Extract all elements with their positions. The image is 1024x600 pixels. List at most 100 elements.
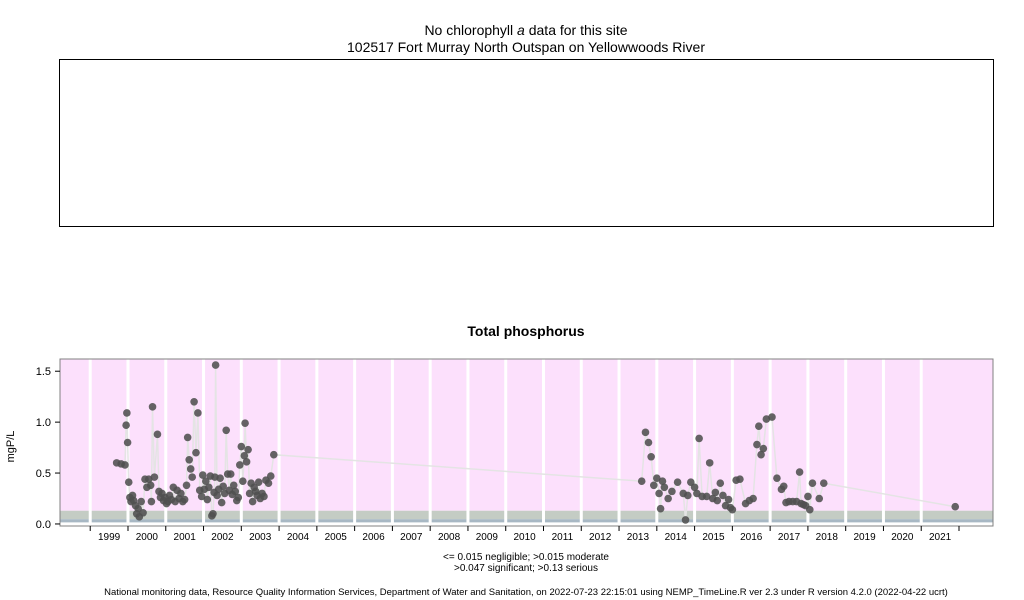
x-tick-label-19: 2018 <box>816 532 839 543</box>
data-point-5 <box>123 438 132 447</box>
band-negligible <box>60 522 993 526</box>
data-point-156 <box>819 479 828 488</box>
data-point-131 <box>736 475 744 483</box>
data-point-6 <box>124 478 133 487</box>
data-point-137 <box>757 450 765 459</box>
data-point-154 <box>808 479 817 488</box>
data-point-124 <box>716 479 725 488</box>
no-data-italic: a <box>517 22 525 38</box>
data-point-53 <box>202 477 210 485</box>
x-tick-label-3: 2002 <box>211 532 234 543</box>
y-tick-label-2: 1.0 <box>36 417 51 429</box>
data-point-135 <box>753 440 761 449</box>
y-tick-label-0: 0.0 <box>36 519 51 531</box>
data-point-22 <box>148 403 157 411</box>
data-point-47 <box>192 448 200 457</box>
data-point-15 <box>137 497 146 506</box>
data-point-102 <box>649 481 658 490</box>
data-point-2 <box>121 461 129 469</box>
data-point-97 <box>269 450 278 459</box>
x-tick-label-4: 2003 <box>249 532 272 543</box>
footer-credit: National monitoring data, Resource Quali… <box>104 587 948 598</box>
data-point-138 <box>759 444 768 453</box>
x-tick-label-21: 2020 <box>891 532 914 543</box>
x-tick-label-0: 1999 <box>98 532 121 543</box>
y-axis-label: mgP/L <box>5 431 17 463</box>
data-point-95 <box>264 479 273 488</box>
data-point-115 <box>690 483 699 492</box>
data-point-64 <box>216 474 224 482</box>
data-point-4 <box>123 409 131 417</box>
x-tick-label-5: 2004 <box>287 532 310 543</box>
data-point-58 <box>209 509 217 518</box>
data-point-119 <box>702 492 711 501</box>
data-point-86 <box>248 497 257 506</box>
phosphorus-chart: 0.0 0.5 1.0 1.5 mgP/L 1999 2000 2001 2002 2003 200… <box>5 358 994 543</box>
x-tick-label-2: 2001 <box>174 532 197 543</box>
data-point-106 <box>658 477 667 485</box>
x-tick-label-11: 2010 <box>513 532 536 543</box>
data-point-20 <box>146 481 155 490</box>
data-point-23 <box>150 473 159 481</box>
x-tick-label-14: 2013 <box>627 532 650 543</box>
data-point-46 <box>190 397 198 406</box>
data-point-134 <box>749 494 757 503</box>
site-title: 102517 Fort Murray North Outspan on Yell… <box>347 39 705 55</box>
data-point-82 <box>242 458 251 466</box>
data-point-101 <box>647 452 655 461</box>
data-point-79 <box>239 477 247 485</box>
data-point-157 <box>951 502 960 511</box>
data-point-3 <box>122 421 130 429</box>
x-tick-label-10: 2009 <box>476 532 499 543</box>
data-point-77 <box>236 461 244 469</box>
data-point-103 <box>653 474 661 482</box>
x-tick-label-16: 2015 <box>702 532 725 543</box>
data-point-80 <box>240 451 249 460</box>
data-point-140 <box>768 413 776 421</box>
data-point-129 <box>728 505 737 514</box>
x-tick-label-6: 2005 <box>325 532 348 543</box>
data-point-21 <box>147 497 156 506</box>
data-point-54 <box>203 495 212 504</box>
data-point-93 <box>260 492 268 501</box>
x-tick-label-18: 2017 <box>778 532 801 543</box>
x-tick-label-8: 2007 <box>400 532 423 543</box>
data-point-136 <box>755 422 763 431</box>
data-point-38 <box>177 489 185 498</box>
x-tick-label-7: 2006 <box>362 532 385 543</box>
x-tick-label-22: 2021 <box>929 532 952 543</box>
data-point-45 <box>188 473 197 481</box>
data-point-68 <box>222 426 231 435</box>
x-tick-label-15: 2014 <box>665 532 688 543</box>
x-tick-label-1: 2000 <box>136 532 159 543</box>
data-point-104 <box>655 489 663 498</box>
data-point-71 <box>226 470 235 478</box>
data-point-152 <box>804 492 812 501</box>
data-point-43 <box>185 456 193 464</box>
x-tick-label-13: 2012 <box>589 532 612 543</box>
data-point-113 <box>683 491 692 500</box>
x-tick-label-20: 2019 <box>853 532 876 543</box>
data-point-84 <box>245 489 254 498</box>
legend-line-2: >0.047 significant; >0.13 serious <box>454 563 598 574</box>
no-data-title: No chlorophyll a data for this site <box>0 22 1024 38</box>
data-point-141 <box>773 474 781 482</box>
data-point-55 <box>205 483 213 492</box>
data-point-148 <box>795 468 804 476</box>
data-point-108 <box>664 494 672 503</box>
data-point-66 <box>219 482 227 491</box>
data-point-125 <box>719 491 727 500</box>
data-point-16 <box>139 508 147 517</box>
x-tick-label-17: 2016 <box>740 532 763 543</box>
data-point-112 <box>681 516 690 524</box>
data-point-110 <box>673 478 682 487</box>
data-point-76 <box>234 493 243 502</box>
data-point-74 <box>231 487 240 496</box>
y-tick-label-1: 0.5 <box>36 468 51 480</box>
empty-chlorophyll-panel <box>59 59 994 227</box>
plot-frame <box>59 358 994 527</box>
band-moderate <box>60 519 993 523</box>
data-point-155 <box>815 494 824 503</box>
data-point-123 <box>713 496 722 505</box>
data-point-99 <box>641 428 650 437</box>
